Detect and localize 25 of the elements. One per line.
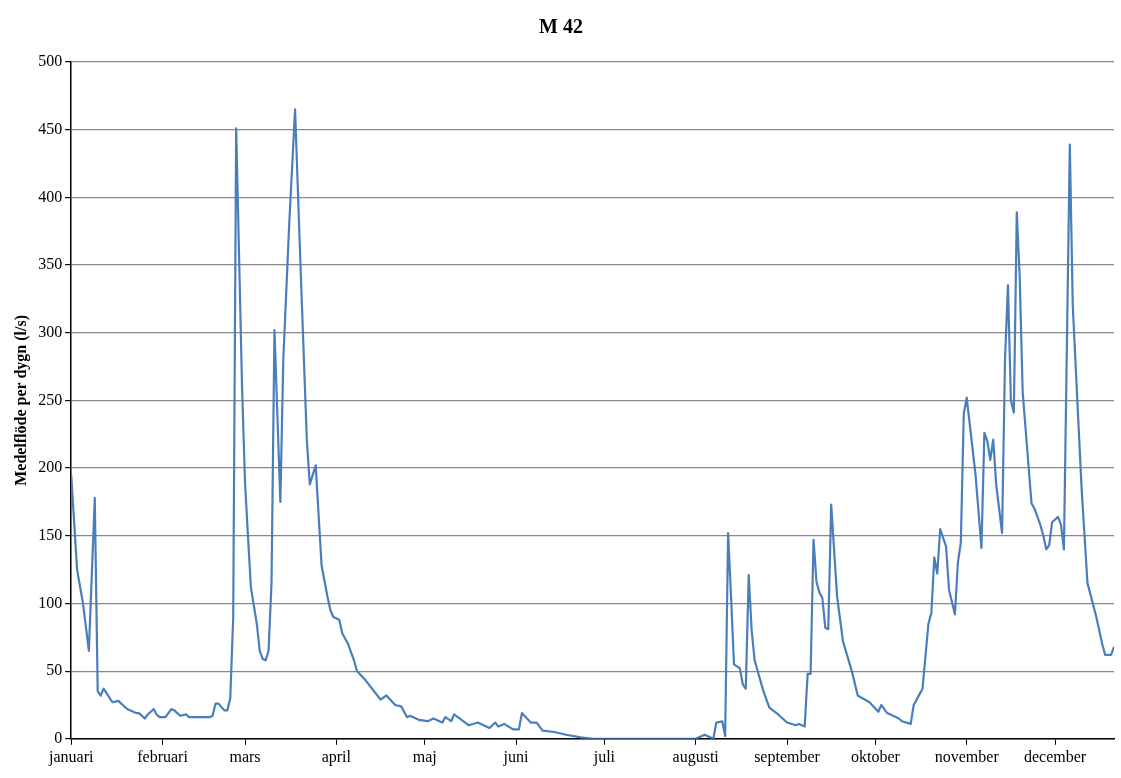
x-tick-label: februari <box>137 747 189 765</box>
y-tick-label: 0 <box>54 729 63 746</box>
y-tick-label: 500 <box>38 52 63 70</box>
y-tick-label: 50 <box>46 661 63 679</box>
x-tick-label: juni <box>502 747 530 766</box>
y-tick-label: 300 <box>38 322 63 340</box>
y-axis-title: Medelflöde per dygn (l/s) <box>11 314 30 486</box>
y-tick-label: 250 <box>38 390 63 408</box>
x-tick-label: oktober <box>850 747 901 765</box>
y-tick-label: 200 <box>38 458 63 476</box>
x-tick-label: juli <box>592 747 616 766</box>
x-tick-label: augusti <box>672 747 720 766</box>
x-tick-label: mars <box>229 747 261 765</box>
x-tick-label: april <box>321 747 352 766</box>
x-tick-label: maj <box>412 747 437 766</box>
x-tick-label: januari <box>47 747 94 766</box>
x-tick-label: september <box>754 747 821 766</box>
chart-title: M 42 <box>539 15 583 38</box>
y-tick-label: 150 <box>38 525 63 543</box>
y-tick-label: 450 <box>38 119 63 137</box>
y-tick-label: 400 <box>38 187 63 205</box>
x-tick-label: november <box>934 747 1000 765</box>
y-tick-label: 350 <box>38 255 63 273</box>
y-tick-label: 100 <box>38 593 63 611</box>
x-tick-label: december <box>1023 747 1087 765</box>
